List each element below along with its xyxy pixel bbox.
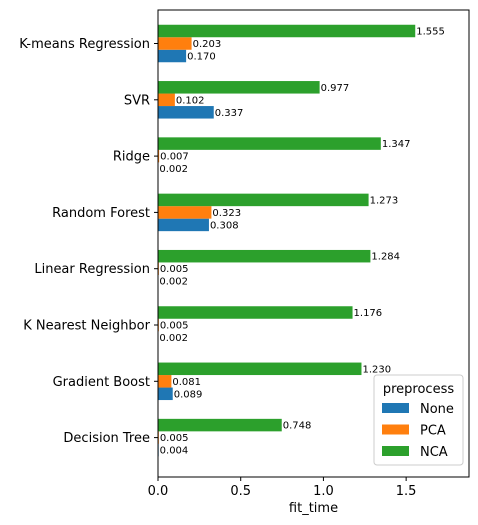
data-label-pca-6: 0.081 [172, 377, 201, 388]
legend-swatch-nca [382, 446, 409, 456]
data-label-none-7: 0.004 [160, 446, 189, 457]
plot-frame [157, 9, 470, 478]
x-axis-label: fit_time [289, 501, 338, 516]
y-tick-label-0: K-means Regression [19, 37, 150, 52]
y-tick-label-5: K Nearest Neighbor [23, 319, 150, 334]
bar-nca-4 [158, 249, 371, 263]
bar-pca-6 [158, 375, 172, 388]
legend-swatch-pca [382, 424, 409, 435]
data-label-nca-2: 1.347 [382, 139, 411, 150]
bar-nca-2 [158, 137, 381, 150]
legend: preprocess None PCA NCA [373, 374, 464, 466]
bar-pca-2 [158, 149, 160, 163]
bar-nca-1 [158, 81, 320, 94]
data-label-none-4: 0.002 [159, 277, 188, 288]
bar-nca-6 [158, 362, 362, 376]
bar-nca-7 [158, 418, 282, 432]
bar-pca-0 [158, 37, 192, 50]
y-tick-label-1: SVR [124, 93, 150, 108]
legend-box [373, 374, 464, 466]
bar-none-1 [158, 106, 214, 119]
legend-label-nca: NCA [420, 445, 448, 460]
data-label-pca-5: 0.005 [160, 321, 189, 332]
data-label-pca-4: 0.005 [160, 264, 189, 275]
data-label-pca-3: 0.323 [212, 208, 241, 219]
y-axis: K-means Regression SVR Ridge Random Forest L… [19, 37, 158, 446]
data-label-pca-1: 0.102 [176, 95, 205, 106]
y-tick-label-6: Gradient Boost [53, 375, 150, 390]
data-label-none-0: 0.170 [187, 52, 216, 63]
data-label-none-3: 0.308 [210, 220, 239, 231]
bar-nca-0 [158, 24, 416, 38]
data-label-none-5: 0.002 [159, 333, 188, 344]
data-label-nca-6: 1.230 [362, 364, 391, 375]
legend-label-none: None [420, 402, 454, 417]
bar-pca-1 [158, 93, 175, 107]
x-tick-label-0: 0.0 [148, 484, 169, 499]
data-label-none-2: 0.002 [159, 164, 188, 175]
y-tick-label-4: Linear Regression [34, 262, 150, 277]
x-tick-label-2: 1.0 [313, 484, 334, 499]
legend-title: preprocess [383, 382, 454, 397]
bar-none-6 [158, 387, 173, 401]
x-tick-label-3: 1.5 [396, 484, 417, 499]
y-tick-label-2: Ridge [113, 150, 150, 165]
data-label-pca-2: 0.007 [160, 152, 189, 163]
legend-label-pca: PCA [420, 424, 446, 439]
data-label-nca-4: 1.284 [371, 252, 400, 263]
data-label-pca-0: 0.203 [193, 39, 222, 50]
data-label-nca-1: 0.977 [321, 83, 350, 94]
data-label-none-6: 0.089 [174, 389, 203, 400]
bar-nca-5 [158, 306, 353, 319]
data-label-nca-0: 1.555 [416, 27, 445, 38]
data-label-nca-7: 0.748 [283, 421, 312, 432]
legend-swatch-none [382, 403, 409, 413]
y-tick-label-7: Decision Tree [63, 431, 150, 446]
bars [158, 24, 416, 457]
data-label-pca-7: 0.005 [160, 433, 189, 444]
data-label-nca-3: 1.273 [370, 195, 399, 206]
x-tick-label-1: 0.5 [230, 484, 251, 499]
data-label-nca-5: 1.176 [354, 308, 383, 319]
data-label-none-1: 0.337 [215, 108, 244, 119]
bar-none-0 [158, 49, 187, 63]
legend-items: None PCA NCA [382, 402, 454, 460]
bar-pca-3 [158, 206, 212, 219]
bar-none-3 [158, 218, 209, 232]
value-labels: 0.1700.2031.5550.3370.1020.9770.0020.007… [159, 27, 445, 457]
bar-nca-3 [158, 193, 369, 207]
y-tick-label-3: Random Forest [52, 206, 150, 221]
x-axis: 0.0 0.5 1.0 1.5 [148, 477, 417, 499]
